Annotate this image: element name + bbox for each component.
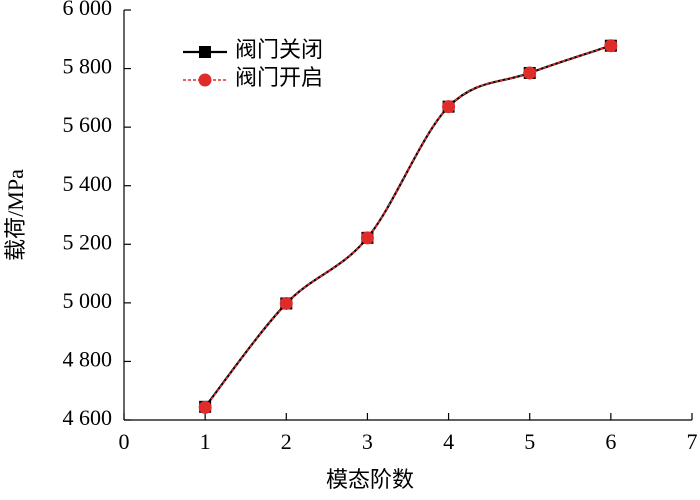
- y-tick-label: 5 000: [63, 288, 113, 313]
- y-tick-label: 4 600: [63, 405, 113, 430]
- x-tick-label: 3: [362, 429, 373, 454]
- marker: [279, 296, 293, 310]
- x-axis-label: 模态阶数: [326, 467, 414, 492]
- series-line: [204, 44, 612, 408]
- y-tick-label: 5 200: [63, 229, 113, 254]
- marker: [604, 39, 618, 53]
- y-tick-label: 5 800: [63, 54, 113, 79]
- y-axis-label: 载荷/MPa: [3, 169, 28, 261]
- legend-label: 阀门关闭: [235, 37, 323, 62]
- legend-marker: [198, 73, 212, 87]
- y-tick-label: 6 000: [63, 0, 113, 20]
- marker: [442, 100, 456, 114]
- x-tick-label: 6: [605, 429, 616, 454]
- y-tick-label: 5 400: [63, 171, 113, 196]
- y-tick-label: 5 600: [63, 112, 113, 137]
- marker: [360, 231, 374, 245]
- x-tick-label: 4: [443, 429, 454, 454]
- x-tick-label: 1: [200, 429, 211, 454]
- series-line: [204, 44, 612, 408]
- x-tick-label: 0: [119, 429, 130, 454]
- marker: [523, 66, 537, 80]
- y-tick-label: 4 800: [63, 346, 113, 371]
- x-tick-label: 2: [281, 429, 292, 454]
- x-tick-label: 5: [524, 429, 535, 454]
- marker: [198, 400, 212, 414]
- x-tick-label: 7: [687, 429, 698, 454]
- legend-marker: [199, 46, 211, 58]
- legend-label: 阀门开启: [235, 65, 323, 90]
